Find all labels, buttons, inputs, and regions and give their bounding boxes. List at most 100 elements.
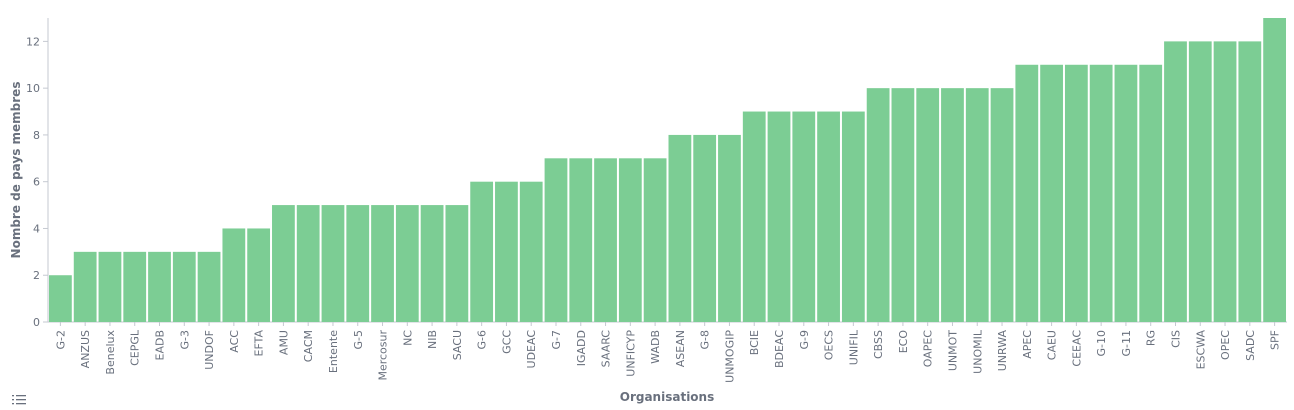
bar-nib[interactable] [420, 205, 444, 322]
bar-cacm[interactable] [296, 205, 320, 322]
bar-g-10[interactable] [1089, 64, 1113, 323]
bar-unrwa[interactable] [990, 88, 1014, 323]
bar-unifil[interactable] [841, 111, 865, 323]
x-tick-label: SADC [1244, 330, 1257, 361]
bar-efta[interactable] [247, 228, 271, 322]
x-tick-label: UNMOGIP [723, 330, 736, 383]
y-tick-label: 12 [26, 35, 40, 48]
x-tick-label: CACM [302, 330, 315, 362]
x-tick-label: G-3 [178, 330, 191, 350]
x-axis-ticks: G-2 ANZUS Benelux CEPGL EADB G-3 UNDOF ACC EFTA A… [54, 322, 1282, 383]
bar-sacu[interactable] [445, 205, 469, 322]
bar-g-2[interactable] [49, 275, 72, 322]
x-tick-label: BDEAC [773, 330, 786, 368]
x-tick-label: GCC [500, 330, 513, 354]
bar-benelux[interactable] [98, 251, 122, 322]
x-tick-label: G-2 [54, 330, 67, 350]
y-tick-label: 6 [33, 176, 40, 189]
x-tick-label: UNOMIL [971, 329, 984, 374]
x-tick-label: NIB [426, 330, 439, 349]
y-tick-label: 8 [33, 129, 40, 142]
x-tick-label: BCIE [748, 330, 761, 355]
bar-nc[interactable] [395, 205, 419, 322]
bar-cepgl[interactable] [123, 251, 147, 322]
x-tick-label: Entente [327, 330, 340, 373]
y-tick-label: 4 [33, 222, 40, 235]
x-tick-label: Benelux [104, 330, 117, 375]
bar-mercosur[interactable] [371, 205, 394, 322]
x-tick-label: G-7 [550, 330, 563, 350]
list-icon[interactable] [12, 394, 26, 406]
bar-g-5[interactable] [346, 205, 370, 322]
x-tick-label: UNFICYP [624, 330, 637, 377]
bar-unmot[interactable] [941, 88, 964, 323]
x-tick-label: SACU [451, 330, 464, 360]
x-tick-label: G-11 [1120, 330, 1133, 357]
bar-g-7[interactable] [544, 158, 568, 322]
x-tick-label: ANZUS [79, 330, 92, 368]
bar-udeac[interactable] [519, 181, 543, 322]
bar-bcie[interactable] [742, 111, 766, 323]
bar-gcc[interactable] [495, 181, 518, 322]
bar-g-3[interactable] [172, 251, 196, 322]
x-tick-label: UNRWA [996, 330, 1009, 372]
bar-unomil[interactable] [965, 88, 989, 323]
bar-rg[interactable] [1139, 64, 1163, 323]
x-tick-label: ECO [897, 330, 910, 354]
x-tick-label: RG [1145, 330, 1158, 346]
bar-unmogip[interactable] [718, 134, 741, 322]
bar-spf[interactable] [1263, 18, 1286, 322]
bar-caeu[interactable] [1040, 64, 1063, 323]
bar-oecs[interactable] [817, 111, 840, 323]
bar-cbss[interactable] [866, 88, 890, 323]
x-tick-label: OECS [823, 330, 836, 360]
x-tick-label: OAPEC [922, 330, 935, 368]
x-tick-label: UNMOT [946, 330, 959, 371]
bar-bdeac[interactable] [767, 111, 791, 323]
bar-g-11[interactable] [1114, 64, 1138, 323]
x-tick-label: IGADD [575, 330, 588, 366]
x-tick-label: SPF [1269, 330, 1282, 350]
bar-wadb[interactable] [643, 158, 667, 322]
bar-entente[interactable] [321, 205, 345, 322]
bar-igadd[interactable] [569, 158, 593, 322]
bar-g-9[interactable] [792, 111, 816, 323]
bar-anzus[interactable] [73, 251, 97, 322]
x-tick-label: EFTA [253, 330, 266, 357]
x-tick-label: WADB [649, 330, 662, 364]
x-tick-label: ASEAN [674, 330, 687, 367]
bar-undof[interactable] [197, 251, 221, 322]
y-axis-title: Nombre de pays membres [9, 82, 23, 259]
x-tick-label: ACC [228, 330, 241, 353]
bar-amu[interactable] [272, 205, 295, 322]
x-tick-label: NC [401, 330, 414, 346]
bar-oapec[interactable] [916, 88, 940, 323]
bar-g-6[interactable] [470, 181, 494, 322]
bar-saarc[interactable] [594, 158, 617, 322]
x-tick-label: G-8 [699, 330, 712, 350]
x-tick-label: CIS [1169, 330, 1182, 348]
bar-unficyp[interactable] [618, 158, 642, 322]
y-tick-label: 0 [33, 316, 40, 329]
x-tick-label: CBSS [872, 330, 885, 359]
x-tick-label: CEEAC [1070, 330, 1083, 367]
bar-apec[interactable] [1015, 64, 1039, 323]
bar-cis[interactable] [1164, 41, 1187, 323]
x-tick-label: APEC [1021, 330, 1034, 359]
bar-escwa[interactable] [1188, 41, 1212, 323]
bar-sadc[interactable] [1238, 41, 1262, 323]
bar-g-8[interactable] [693, 134, 717, 322]
x-axis-title: Organisations [620, 390, 714, 404]
x-tick-label: UNIFIL [847, 329, 860, 365]
x-tick-label: UDEAC [525, 330, 538, 369]
bar-eco[interactable] [891, 88, 915, 323]
bar-acc[interactable] [222, 228, 246, 322]
bars [49, 18, 1286, 323]
bar-eadb[interactable] [148, 251, 171, 322]
bar-ceeac[interactable] [1064, 64, 1088, 323]
bar-opec[interactable] [1213, 41, 1237, 323]
x-tick-label: G-10 [1095, 330, 1108, 357]
x-tick-label: CEPGL [129, 329, 142, 366]
bar-asean[interactable] [668, 134, 692, 322]
